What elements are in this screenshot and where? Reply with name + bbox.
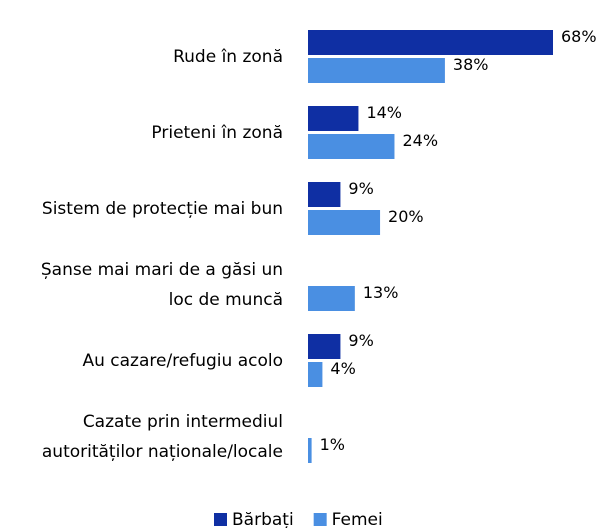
value-label: 1% bbox=[320, 435, 345, 454]
legend-swatch bbox=[313, 513, 327, 526]
category-label: Sistem de protecție mai bun bbox=[41, 199, 283, 219]
bar bbox=[308, 334, 341, 359]
value-label: 68% bbox=[561, 27, 597, 46]
value-label: 9% bbox=[348, 331, 373, 350]
bar bbox=[308, 106, 359, 131]
category-label: Prieteni în zonă bbox=[151, 123, 283, 143]
category-label: Rude în zonă bbox=[173, 47, 283, 67]
bar bbox=[308, 30, 553, 55]
value-label: 24% bbox=[402, 131, 438, 150]
category-label: Șanse mai mari de a găsi un loc de muncă bbox=[40, 260, 283, 310]
category-label: Cazate prin intermediul autorităților na… bbox=[41, 412, 283, 462]
bar bbox=[308, 182, 341, 207]
legend-label: Bărbați bbox=[232, 510, 294, 528]
legend-swatch bbox=[214, 513, 227, 526]
value-label: 38% bbox=[453, 55, 489, 74]
value-label: 14% bbox=[366, 103, 402, 122]
value-label: 13% bbox=[363, 283, 399, 302]
bar bbox=[308, 286, 355, 311]
bar bbox=[308, 58, 445, 83]
value-label: 20% bbox=[388, 207, 424, 226]
category-label: Au cazare/refugiu acolo bbox=[82, 351, 283, 371]
bar bbox=[308, 134, 395, 159]
value-label: 4% bbox=[330, 359, 355, 378]
bar bbox=[308, 210, 381, 235]
bar bbox=[308, 438, 312, 463]
legend-label: Femei bbox=[332, 510, 383, 528]
value-label: 9% bbox=[348, 179, 373, 198]
bar bbox=[308, 362, 323, 387]
